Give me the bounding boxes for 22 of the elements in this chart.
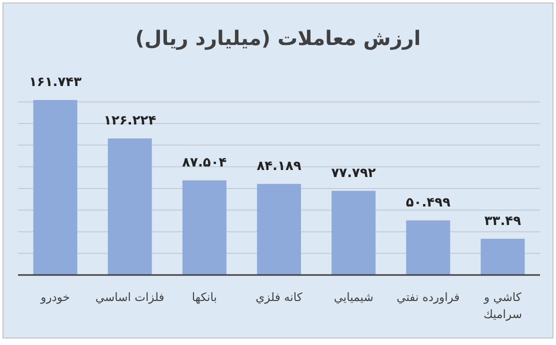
bar: [332, 190, 376, 275]
x-tick-label: بانكها: [192, 290, 217, 304]
data-label: ۸۴.۱۸۹: [256, 158, 302, 174]
data-label: ۷۷.۷۹۲: [331, 166, 376, 181]
data-label: ۸۷.۵۰۴: [182, 155, 227, 170]
data-label: ۱۶۱.۷۴۳: [29, 75, 82, 90]
x-tick-label: فراورده نفتي: [396, 290, 460, 304]
x-tick-label: شيميايي: [334, 290, 374, 304]
bar: [182, 180, 226, 275]
bar: [108, 138, 152, 275]
data-label: ۵۰.۴۹۹: [406, 195, 451, 210]
x-tick-label: كانه فلزي: [256, 290, 303, 304]
bar: [33, 100, 78, 275]
x-tick-label: خودرو: [40, 290, 70, 304]
chart-title: ارزش معاملات (ميليارد ريال): [135, 26, 421, 50]
bar: [257, 184, 301, 275]
bar: [406, 220, 450, 275]
bar: [480, 238, 525, 275]
data-label: ۱۲۶.۲۲۴: [104, 113, 156, 128]
data-label: ۳۳.۴۹: [484, 214, 522, 229]
x-tick-label: فلزات اساسي: [95, 290, 164, 304]
x-tick-label: كاشي و سراميك: [483, 290, 522, 321]
